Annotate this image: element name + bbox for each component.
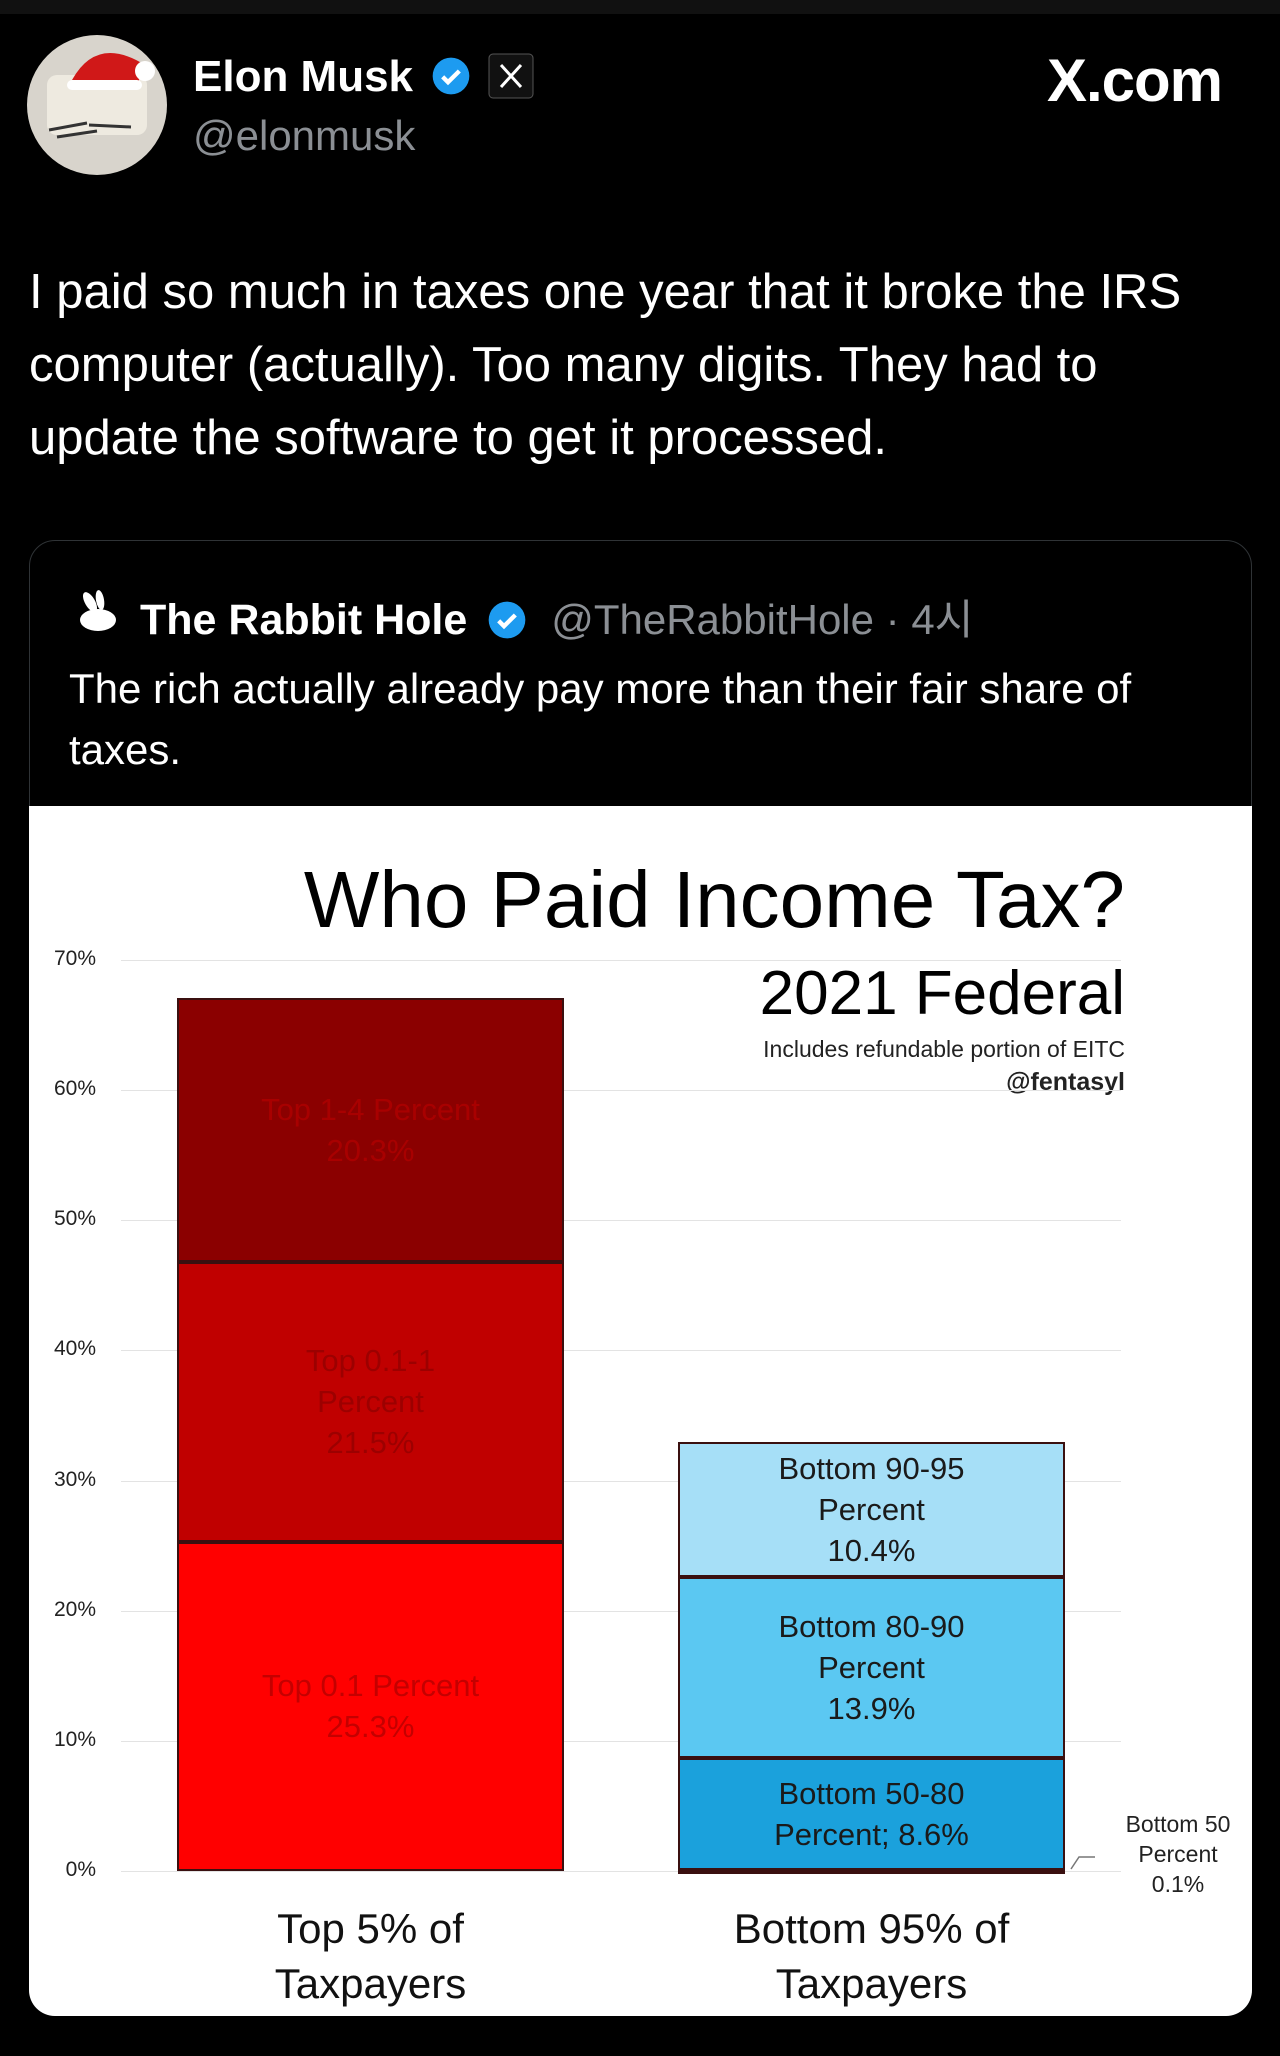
- segment-name: Bottom 90-95 Percent: [778, 1450, 965, 1527]
- y-tick-label: 50%: [53, 1207, 96, 1231]
- grid-line: [121, 960, 1121, 961]
- grid-line: [121, 1220, 1121, 1222]
- bar-segment: Top 0.1-1 Percent 21.5%: [177, 1261, 564, 1542]
- bar-segment: Bottom 50-80 Percent; 8.6%: [678, 1757, 1065, 1870]
- y-tick-label: 0%: [65, 1858, 96, 1881]
- segment-name: Top 0.1 Percent: [261, 1668, 480, 1704]
- segment-value: 25.3%: [326, 1709, 415, 1745]
- y-tick-label: 30%: [53, 1467, 96, 1491]
- y-tick-label: 10%: [53, 1727, 96, 1751]
- grid-line: [121, 1090, 1121, 1092]
- segment-value: 10.4%: [827, 1532, 916, 1568]
- segment-label-text: Bottom 50 Percent 0.1%: [1113, 1809, 1243, 1899]
- segment-label: Bottom 50 Percent 0.1%: [1113, 1809, 1243, 1899]
- segment-value: 8.6%: [898, 1816, 969, 1852]
- avatar[interactable]: [27, 35, 167, 175]
- segment-label: Bottom 50-80 Percent; 8.6%: [680, 1760, 1063, 1868]
- x-badge: [488, 53, 533, 99]
- quote-author-text[interactable]: The Rabbit Hole: [140, 596, 468, 644]
- quote-text: The rich actually already pay more than …: [69, 665, 1132, 773]
- grid-line: [121, 1610, 1121, 1612]
- segment-name: Bottom 50 Percent: [1125, 1811, 1231, 1867]
- grid-line: [121, 1350, 1121, 1352]
- status-bar: [0, 0, 1280, 14]
- quote-avatar[interactable]: [76, 590, 120, 634]
- watermark: X.com: [1046, 47, 1223, 114]
- segment-label: Top 1-4 Percent 20.3%: [179, 1000, 562, 1260]
- verified-badge: [488, 601, 526, 639]
- y-tick-label: 60%: [53, 1077, 96, 1101]
- segment-label-text: Top 0.1-1 Percent 21.5%: [256, 1340, 486, 1463]
- bar-segment: Top 0.1 Percent 25.3%: [177, 1541, 564, 1871]
- segment-label: Top 0.1 Percent 25.3%: [179, 1544, 562, 1869]
- segment-name: Top 0.1-1 Percent: [305, 1343, 436, 1420]
- y-tick-label: 40%: [53, 1337, 96, 1361]
- segment-value: 0.1%: [1151, 1871, 1205, 1897]
- bar-segment: Top 1-4 Percent 20.3%: [177, 997, 564, 1262]
- x-tick-label: Bottom 95% of Taxpayers: [733, 1905, 1010, 2007]
- grid-line: [121, 1480, 1121, 1482]
- segment-label-text: Top 1-4 Percent 20.3%: [256, 1089, 486, 1171]
- author-name[interactable]: Elon Musk: [193, 52, 534, 102]
- author-text[interactable]: Elon Musk: [193, 52, 414, 101]
- quote-meta: @TheRabbitHole · 4시: [551, 596, 973, 643]
- y-tick-label: 70%: [53, 947, 96, 970]
- segment-value: 13.9%: [827, 1690, 916, 1726]
- chart: Who Paid Income Tax? 2021 Federal Includ…: [29, 806, 1252, 2016]
- author-handle[interactable]: @elonmusk: [193, 112, 416, 159]
- segment-label: Top 0.1-1 Percent 21.5%: [179, 1264, 562, 1540]
- segment-label: Bottom 80-90 Percent 13.9%: [680, 1579, 1063, 1756]
- chart-credit: @fentasyl: [1006, 1068, 1125, 1096]
- segment-name: Bottom 50-80 Percent;: [774, 1775, 965, 1852]
- quote-author[interactable]: The Rabbit Hole @TheRabbitHole · 4시: [140, 586, 973, 647]
- bar-segment: [678, 1869, 1065, 1874]
- chart-subtitle: 2021 Federal: [759, 959, 1125, 1028]
- segment-label-text: Bottom 80-90 Percent 13.9%: [757, 1606, 987, 1729]
- segment-label-text: Bottom 90-95 Percent 10.4%: [757, 1448, 987, 1571]
- x-tick-label: Top 5% of Taxpayers: [274, 1905, 467, 2007]
- bar-segment: Bottom 80-90 Percent 13.9%: [678, 1576, 1065, 1758]
- segment-label-text: Bottom 50-80 Percent; 8.6%: [757, 1773, 987, 1855]
- grid-line: [121, 1871, 1121, 1872]
- segment-name: Bottom 80-90 Percent: [778, 1608, 965, 1685]
- verified-badge: [432, 57, 470, 95]
- post-text: I paid so much in taxes one year that it…: [29, 265, 1182, 465]
- leader-line: [1070, 1856, 1095, 1870]
- segment-label: Bottom 90-95 Percent 10.4%: [680, 1444, 1063, 1575]
- chart-title: Who Paid Income Tax?: [303, 855, 1125, 944]
- segment-value: 20.3%: [326, 1132, 415, 1168]
- segment-label-text: Top 0.1 Percent 25.3%: [256, 1665, 486, 1747]
- segment-name: Top 1-4 Percent: [261, 1091, 480, 1127]
- segment-value: 21.5%: [326, 1425, 415, 1461]
- quote-handle[interactable]: @TheRabbitHole: [551, 596, 874, 643]
- grid-line: [121, 1740, 1121, 1742]
- chart-note: Includes refundable portion of EITC: [763, 1036, 1125, 1062]
- quote-time[interactable]: · 4시: [885, 596, 974, 643]
- y-tick-label: 20%: [53, 1597, 96, 1621]
- bar-segment: Bottom 90-95 Percent 10.4%: [678, 1441, 1065, 1577]
